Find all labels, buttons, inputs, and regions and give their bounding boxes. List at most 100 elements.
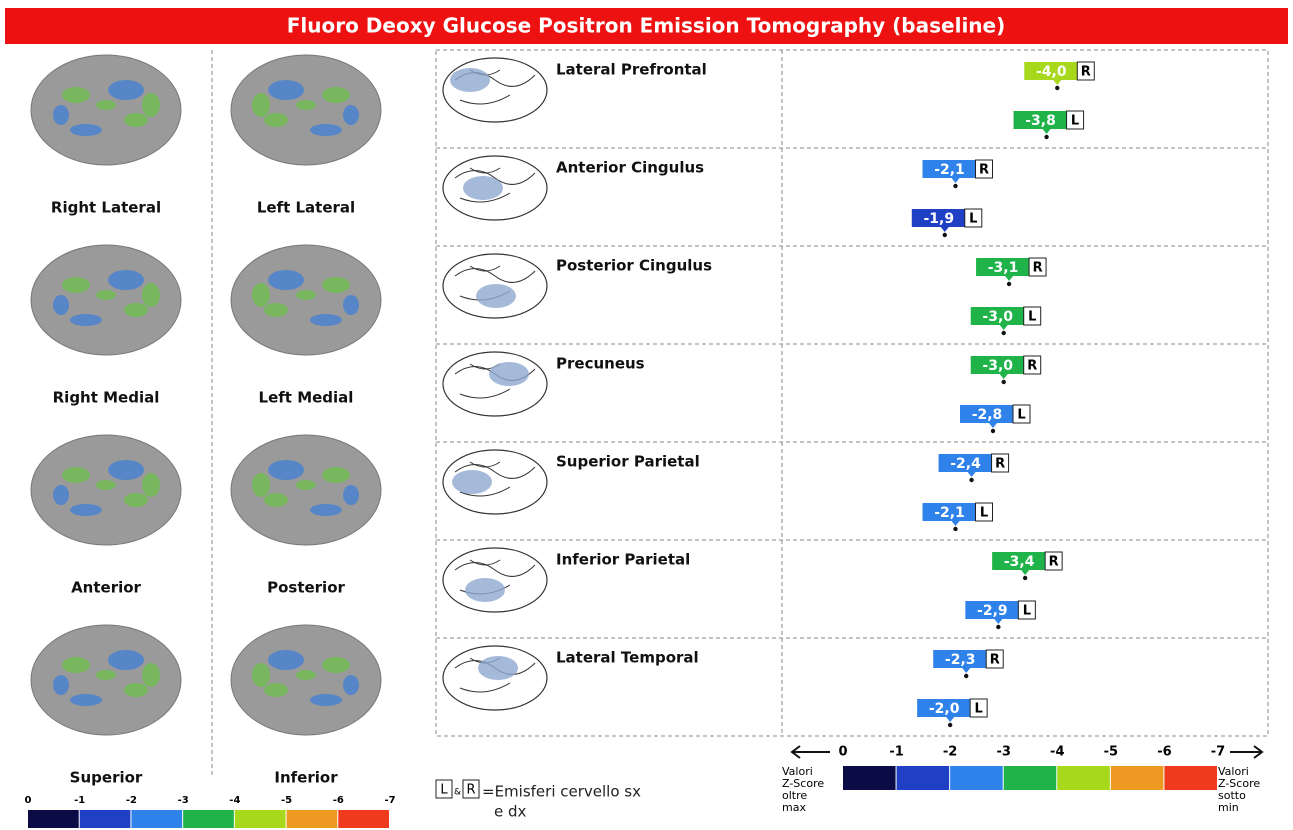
legend-amp: &	[454, 788, 461, 798]
z-value: -2,1	[934, 162, 965, 178]
scale-tick: 0	[838, 745, 847, 760]
z-value: -2,8	[972, 407, 1003, 423]
activity	[62, 277, 90, 293]
activity	[296, 100, 316, 110]
marker-dot	[1007, 282, 1011, 286]
z-value: -2,9	[977, 603, 1008, 619]
z-value: -3,0	[982, 358, 1013, 374]
z-value: -2,0	[929, 701, 960, 717]
z-value: -3,8	[1025, 113, 1056, 129]
region-name: Inferior Parietal	[556, 551, 690, 569]
activity	[322, 87, 350, 103]
side: L	[1023, 604, 1031, 619]
side: R	[995, 457, 1005, 472]
z-value: -2,3	[945, 652, 976, 668]
left-scale-tick: -1	[74, 795, 85, 806]
brain-image	[231, 245, 381, 355]
region-highlight	[450, 68, 490, 92]
activity	[252, 663, 270, 687]
side: L	[969, 212, 977, 227]
region-name: Lateral Temporal	[556, 649, 699, 667]
brain-image	[231, 55, 381, 165]
side: R	[979, 163, 989, 178]
activity	[264, 113, 288, 127]
view-label: Anterior	[71, 579, 141, 597]
color-segment	[897, 766, 950, 790]
activity	[142, 663, 160, 687]
view-label: Inferior	[274, 769, 338, 787]
activity	[268, 80, 304, 100]
color-segment	[28, 810, 79, 828]
region-highlight	[452, 470, 492, 494]
marker-dot	[1002, 331, 1006, 335]
activity	[108, 80, 144, 100]
marker-dot	[996, 625, 1000, 629]
activity	[124, 303, 148, 317]
side: R	[990, 653, 1000, 668]
z-value: -3,1	[988, 260, 1019, 276]
report: Fluoro Deoxy Glucose Positron Emission T…	[0, 0, 1293, 830]
legend-text: e dx	[494, 803, 527, 821]
color-segment	[131, 810, 182, 828]
activity	[296, 670, 316, 680]
activity	[96, 670, 116, 680]
activity	[70, 694, 102, 706]
activity	[296, 290, 316, 300]
activity	[53, 675, 69, 695]
brain-image	[231, 435, 381, 545]
region-table	[436, 50, 1268, 736]
activity	[108, 270, 144, 290]
marker-dot	[953, 184, 957, 188]
legend-text: =Emisferi cervello sx	[482, 783, 641, 801]
region-highlight	[476, 284, 516, 308]
scale-tick: -2	[943, 745, 957, 760]
activity	[53, 485, 69, 505]
marker-dot	[943, 233, 947, 237]
z-value: -4,0	[1036, 64, 1067, 80]
legend-l: L	[440, 783, 448, 798]
view-label: Left Lateral	[257, 199, 355, 217]
left-scale-tick: -2	[126, 795, 137, 806]
side: R	[1027, 359, 1037, 374]
activity	[142, 93, 160, 117]
side: L	[1028, 310, 1036, 325]
brain-image	[231, 625, 381, 735]
activity	[96, 480, 116, 490]
activity	[124, 683, 148, 697]
marker-dot	[1002, 380, 1006, 384]
z-value: -3,4	[1004, 554, 1035, 570]
side: L	[1017, 408, 1025, 423]
activity	[96, 100, 116, 110]
activity	[53, 295, 69, 315]
color-segment	[287, 810, 338, 828]
marker-dot	[1044, 135, 1048, 139]
color-segment	[80, 810, 131, 828]
activity	[264, 493, 288, 507]
color-segment	[950, 766, 1003, 790]
activity	[62, 467, 90, 483]
color-segment	[338, 810, 389, 828]
region-highlight	[489, 362, 529, 386]
activity	[252, 283, 270, 307]
arrow-right	[1230, 746, 1262, 758]
region-name: Precuneus	[556, 355, 645, 373]
brain-icon	[443, 58, 547, 122]
header-title: Fluoro Deoxy Glucose Positron Emission T…	[287, 14, 1006, 38]
activity	[252, 93, 270, 117]
scale-tick: -4	[1050, 745, 1064, 760]
z-value: -1,9	[923, 211, 954, 227]
activity	[268, 460, 304, 480]
activity	[310, 694, 342, 706]
marker-dot	[969, 478, 973, 482]
color-segment	[1057, 766, 1110, 790]
marker-dot	[1055, 86, 1059, 90]
activity	[264, 683, 288, 697]
activity	[108, 460, 144, 480]
left-scale-tick: -5	[281, 795, 292, 806]
color-segment	[1111, 766, 1164, 790]
side: L	[1071, 114, 1079, 129]
activity	[310, 314, 342, 326]
scale-note: max	[782, 801, 806, 814]
activity	[322, 657, 350, 673]
activity	[124, 113, 148, 127]
